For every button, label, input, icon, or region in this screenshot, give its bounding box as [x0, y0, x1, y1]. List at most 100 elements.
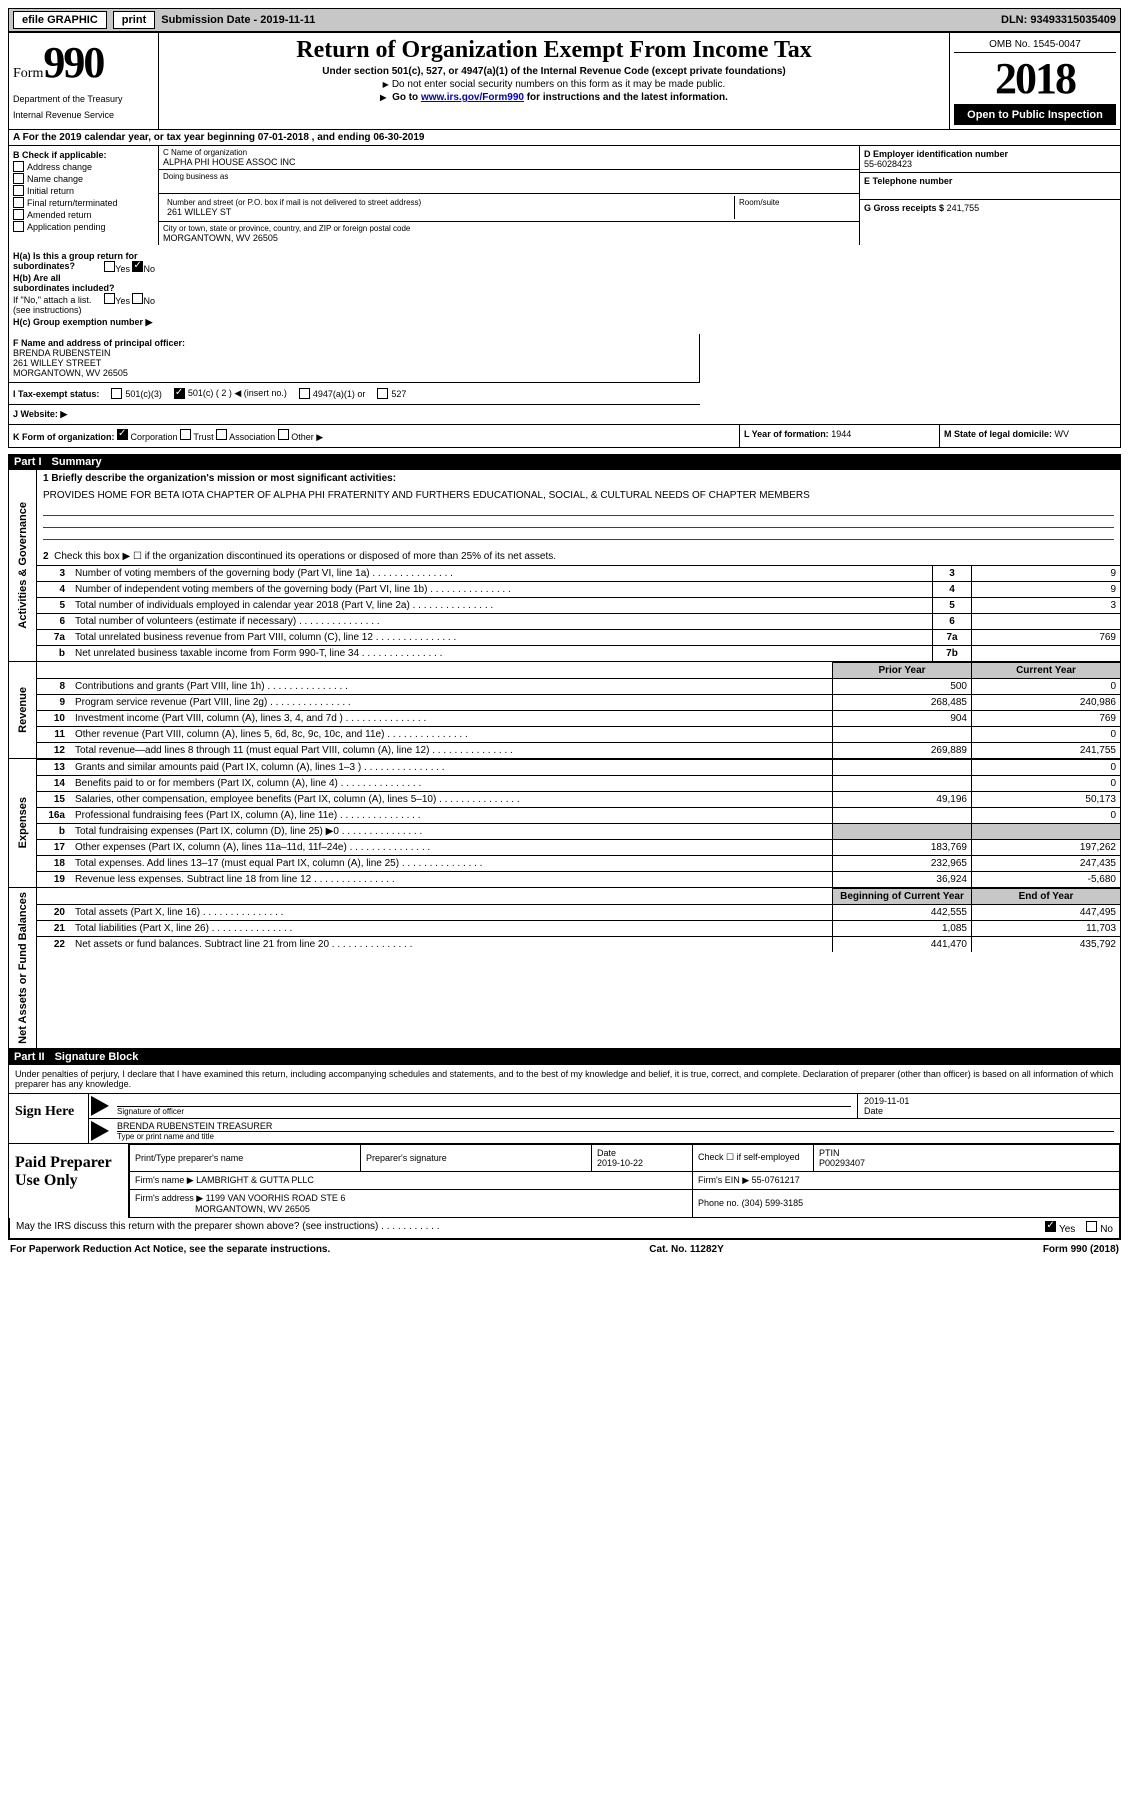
form-header: Form990 Department of the Treasury Inter…	[8, 32, 1121, 130]
checkbox-icon[interactable]	[180, 429, 191, 440]
l-value: 1944	[831, 429, 851, 439]
checkbox-icon[interactable]	[278, 429, 289, 440]
table-row: 13Grants and similar amounts paid (Part …	[37, 760, 1120, 776]
form-link-row: Go to www.irs.gov/Form990 for instructio…	[163, 92, 945, 103]
irs-link[interactable]: www.irs.gov/Form990	[421, 92, 524, 103]
preparer-label: Paid Preparer Use Only	[9, 1144, 129, 1218]
chk-amended[interactable]: Amended return	[13, 209, 154, 220]
table-row: 14Benefits paid to or for members (Part …	[37, 776, 1120, 792]
b-label: B Check if applicable:	[13, 150, 154, 160]
expenses-table: 13Grants and similar amounts paid (Part …	[37, 759, 1120, 887]
print-button[interactable]: print	[113, 11, 155, 29]
declaration-text: Under penalties of perjury, I declare th…	[9, 1065, 1120, 1093]
table-row: 18Total expenses. Add lines 13–17 (must …	[37, 856, 1120, 872]
m-label: M State of legal domicile:	[944, 429, 1052, 439]
activities-vlabel: Activities & Governance	[9, 470, 37, 661]
officer-name: BRENDA RUBENSTEIN	[13, 348, 695, 358]
checkbox-icon	[13, 221, 24, 232]
chk-address-change[interactable]: Address change	[13, 161, 154, 172]
table-row: 16aProfessional fundraising fees (Part I…	[37, 808, 1120, 824]
link-pre: Go to	[392, 92, 421, 103]
firm-addr-label: Firm's address ▶	[135, 1193, 203, 1203]
arrow-icon	[91, 1121, 109, 1141]
checkbox-checked-icon[interactable]	[1045, 1221, 1056, 1232]
chk-name-change[interactable]: Name change	[13, 173, 154, 184]
table-row: 8Contributions and grants (Part VIII, li…	[37, 679, 1120, 695]
firm-addr2: MORGANTOWN, WV 26505	[195, 1204, 310, 1214]
i-label: I Tax-exempt status:	[13, 389, 99, 399]
checkbox-icon[interactable]	[111, 388, 122, 399]
part-i-num: Part I	[14, 456, 42, 468]
ein-value: 55-6028423	[864, 159, 1116, 169]
chk-initial-return[interactable]: Initial return	[13, 185, 154, 196]
col-b: B Check if applicable: Address change Na…	[9, 146, 159, 245]
part-i-title: Summary	[52, 456, 102, 468]
footer-mid: Cat. No. 11282Y	[649, 1244, 723, 1255]
header-mid: Return of Organization Exempt From Incom…	[159, 33, 950, 129]
tax-year: 2018	[954, 53, 1116, 105]
underline	[43, 504, 1114, 516]
table-row: 17Other expenses (Part IX, column (A), l…	[37, 840, 1120, 856]
pt-name-label: Print/Type preparer's name	[135, 1153, 243, 1163]
sig-date-label: Date	[864, 1106, 1114, 1116]
k-label: K Form of organization:	[13, 432, 115, 442]
underline	[43, 528, 1114, 540]
form-note-1: Do not enter social security numbers on …	[163, 79, 945, 90]
checkbox-checked-icon[interactable]	[117, 429, 128, 440]
pt-date-label: Date	[597, 1148, 616, 1158]
header-left: Form990 Department of the Treasury Inter…	[9, 33, 159, 129]
efile-button[interactable]: efile GRAPHIC	[13, 11, 107, 29]
l-label: L Year of formation:	[744, 429, 829, 439]
header-right: OMB No. 1545-0047 2018 Open to Public In…	[950, 33, 1120, 129]
ptin-label: PTIN	[819, 1148, 840, 1158]
open-inspection: Open to Public Inspection	[954, 105, 1116, 125]
chk-self-employed[interactable]: Check ☐ if self-employed	[693, 1144, 814, 1171]
checkbox-icon[interactable]	[299, 388, 310, 399]
table-row: bTotal fundraising expenses (Part IX, co…	[37, 824, 1120, 840]
sig-date: 2019-11-01	[864, 1096, 1114, 1106]
city-value: MORGANTOWN, WV 26505	[163, 233, 855, 243]
checkbox-checked-icon[interactable]	[174, 388, 185, 399]
room-label: Room/suite	[739, 198, 851, 207]
checkbox-icon	[13, 161, 24, 172]
expenses-vlabel: Expenses	[9, 759, 37, 887]
k-cell: K Form of organization: Corporation Trus…	[9, 425, 740, 447]
checkbox-icon[interactable]	[377, 388, 388, 399]
irs-label: Internal Revenue Service	[13, 110, 154, 120]
street-value: 261 WILLEY ST	[167, 207, 730, 217]
omb-number: OMB No. 1545-0047	[954, 37, 1116, 53]
block-klm: K Form of organization: Corporation Trus…	[8, 425, 1121, 448]
f-label: F Name and address of principal officer:	[13, 338, 695, 348]
expenses-block: Expenses 13Grants and similar amounts pa…	[8, 759, 1121, 888]
sig-name: BRENDA RUBENSTEIN TREASURER	[117, 1121, 1114, 1132]
checkbox-icon[interactable]	[1086, 1221, 1097, 1232]
preparer-table: Print/Type preparer's name Preparer's si…	[129, 1144, 1120, 1218]
ptin-value: P00293407	[819, 1158, 865, 1168]
e-label: E Telephone number	[864, 176, 1116, 186]
checkbox-icon[interactable]	[104, 261, 115, 272]
chk-pending[interactable]: Application pending	[13, 221, 154, 232]
firm-addr1: 1199 VAN VOORHIS ROAD STE 6	[206, 1193, 346, 1203]
footer-left: For Paperwork Reduction Act Notice, see …	[10, 1244, 330, 1255]
link-post: for instructions and the latest informat…	[524, 92, 728, 103]
j-label: J Website: ▶	[13, 409, 67, 419]
checkbox-icon[interactable]	[132, 293, 143, 304]
table-row: 10Investment income (Part VIII, column (…	[37, 711, 1120, 727]
table-row: 20Total assets (Part X, line 16)442,5554…	[37, 905, 1120, 921]
governance-table: 3Number of voting members of the governi…	[37, 565, 1120, 661]
submission-date: Submission Date - 2019-11-11	[161, 14, 315, 26]
m-cell: M State of legal domicile: WV	[940, 425, 1120, 447]
block-fh: F Name and address of principal officer:…	[8, 245, 1121, 425]
checkbox-icon[interactable]	[216, 429, 227, 440]
table-row: 9Program service revenue (Part VIII, lin…	[37, 695, 1120, 711]
pt-sig-label: Preparer's signature	[366, 1153, 447, 1163]
org-name: ALPHA PHI HOUSE ASSOC INC	[163, 157, 855, 167]
checkbox-icon[interactable]	[104, 293, 115, 304]
part-ii-title: Signature Block	[55, 1051, 139, 1063]
g-value: 241,755	[947, 203, 980, 213]
arrow-icon	[91, 1096, 109, 1116]
part-ii-num: Part II	[14, 1051, 45, 1063]
irs-question: May the IRS discuss this return with the…	[16, 1221, 440, 1235]
checkbox-checked-icon[interactable]	[132, 261, 143, 272]
chk-final-return[interactable]: Final return/terminated	[13, 197, 154, 208]
